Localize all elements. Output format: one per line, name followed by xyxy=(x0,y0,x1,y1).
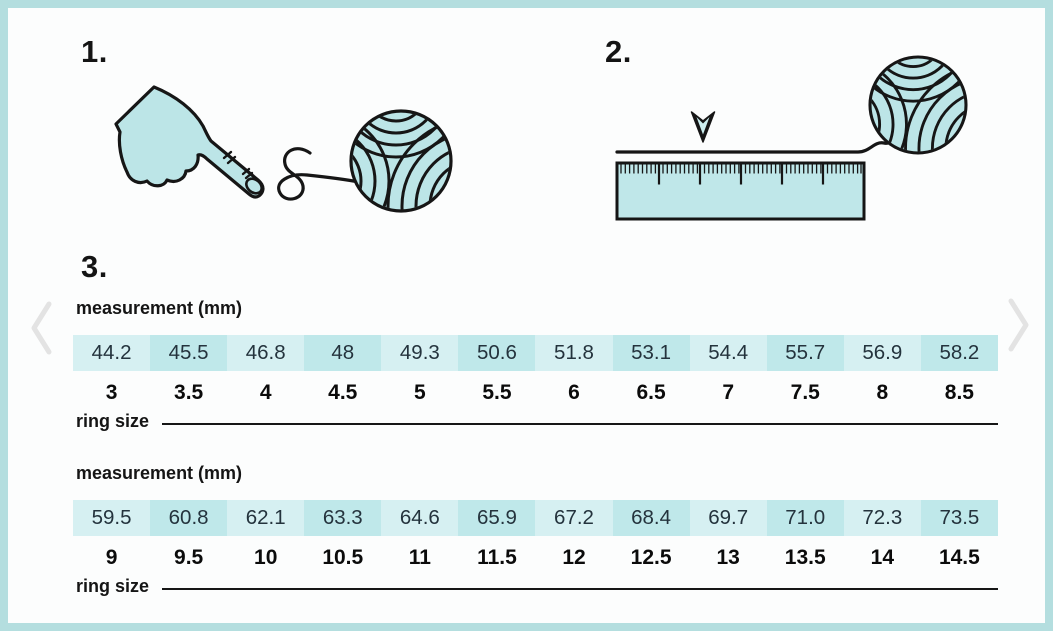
carousel-prev-button[interactable] xyxy=(29,300,53,359)
ring-size-cell: 10 xyxy=(254,546,278,569)
down-arrow-icon xyxy=(690,111,716,143)
ring-size-cell: 3.5 xyxy=(174,381,204,404)
ring-size-cell: 11.5 xyxy=(477,546,517,569)
measurement-row: 44.2 45.5 46.8 48 49.3 50.6 51.8 53.1 54… xyxy=(73,335,998,371)
divider-line xyxy=(162,587,998,590)
ring-size-cell: 14 xyxy=(870,546,894,569)
measurement-cell: 54.4 xyxy=(689,335,767,371)
measurement-cell: 60.8 xyxy=(150,500,228,536)
measurement-cell: 59.5 xyxy=(73,500,151,536)
measurement-cell: 44.2 xyxy=(73,335,151,371)
ring-size-row: 9 9.5 10 10.5 11 11.5 12 12.5 13 13.5 14… xyxy=(73,542,998,574)
ring-size-cell: 7.5 xyxy=(790,381,820,404)
step-2-label: 2. xyxy=(605,34,632,69)
ring-size-cell: 12.5 xyxy=(630,546,672,569)
measurement-cell: 67.2 xyxy=(535,500,613,536)
yarn-ball-icon xyxy=(253,25,564,294)
ring-size-cell: 11 xyxy=(408,546,431,569)
step-1-label: 1. xyxy=(81,34,108,69)
ring-size-cell: 7 xyxy=(722,381,734,404)
ring-size-cell: 5.5 xyxy=(482,381,512,404)
string-icon xyxy=(615,133,891,154)
size-table-2: measurement (mm) 59.5 60.8 62.1 63.3 64.… xyxy=(73,463,998,605)
ring-size-cell: 9 xyxy=(105,546,118,569)
ring-size-label: ring size xyxy=(76,410,150,431)
measurement-cell: 56.9 xyxy=(843,335,921,371)
yarn-ball-icon xyxy=(776,8,1053,233)
measurement-cell: 68.4 xyxy=(612,500,690,536)
ring-size-cell: 3 xyxy=(105,381,118,404)
ring-size-cell: 12 xyxy=(562,546,586,569)
ring-size-label-row: ring size xyxy=(76,408,998,434)
measurement-cell: 58.2 xyxy=(920,335,998,371)
ring-size-cell: 4.5 xyxy=(328,381,358,404)
ring-size-cell: 6 xyxy=(568,381,580,404)
measurement-cell: 65.9 xyxy=(458,500,536,536)
ring-size-cell: 14.5 xyxy=(938,546,980,569)
ring-size-cell: 9.5 xyxy=(174,546,204,569)
step-3-label: 3. xyxy=(81,249,108,284)
measurement-cell: 46.8 xyxy=(227,335,305,371)
ring-size-cell: 4 xyxy=(259,381,272,404)
measurement-cell: 64.6 xyxy=(381,500,459,536)
measurement-cell: 69.7 xyxy=(689,500,767,536)
ruler-icon xyxy=(615,161,866,221)
ring-size-cell: 10.5 xyxy=(322,546,364,569)
ring-size-cell: 13 xyxy=(716,546,740,569)
measurement-cell: 48 xyxy=(304,335,382,371)
measurement-cell: 45.5 xyxy=(150,335,228,371)
measurement-row: 59.5 60.8 62.1 63.3 64.6 65.9 67.2 68.4 … xyxy=(73,500,998,536)
pointing-hand-icon xyxy=(114,85,265,199)
ring-size-cell: 8 xyxy=(876,381,889,404)
measurement-cell: 62.1 xyxy=(227,500,305,536)
ring-size-row: 3 3.5 4 4.5 5 5.5 6 6.5 7 7.5 8 8.5 xyxy=(73,377,998,409)
measurement-cell: 73.5 xyxy=(920,500,998,536)
measurement-header: measurement (mm) xyxy=(76,463,243,483)
divider-line xyxy=(162,422,998,425)
chevron-right-icon xyxy=(1008,298,1029,352)
measurement-cell: 51.8 xyxy=(535,335,613,371)
measurement-cell: 72.3 xyxy=(843,500,921,536)
measurement-cell: 49.3 xyxy=(381,335,459,371)
carousel-next-button[interactable] xyxy=(1007,297,1031,356)
ring-size-label-row: ring size xyxy=(76,573,998,599)
measurement-cell: 50.6 xyxy=(458,335,536,371)
measurement-cell: 55.7 xyxy=(766,335,844,371)
ring-size-cell: 5 xyxy=(414,381,426,404)
yarn-thread-icon xyxy=(277,147,361,201)
measurement-header: measurement (mm) xyxy=(76,298,243,318)
measurement-cell: 53.1 xyxy=(612,335,690,371)
ring-size-cell: 8.5 xyxy=(944,381,974,404)
size-table-1: measurement (mm) 44.2 45.5 46.8 48 49.3 … xyxy=(73,298,998,440)
measurement-cell: 71.0 xyxy=(766,500,844,536)
ring-size-label: ring size xyxy=(76,575,150,596)
ring-size-cell: 13.5 xyxy=(784,546,826,569)
chevron-left-icon xyxy=(31,301,52,355)
ring-size-cell: 6.5 xyxy=(636,381,666,404)
measurement-cell: 63.3 xyxy=(304,500,382,536)
